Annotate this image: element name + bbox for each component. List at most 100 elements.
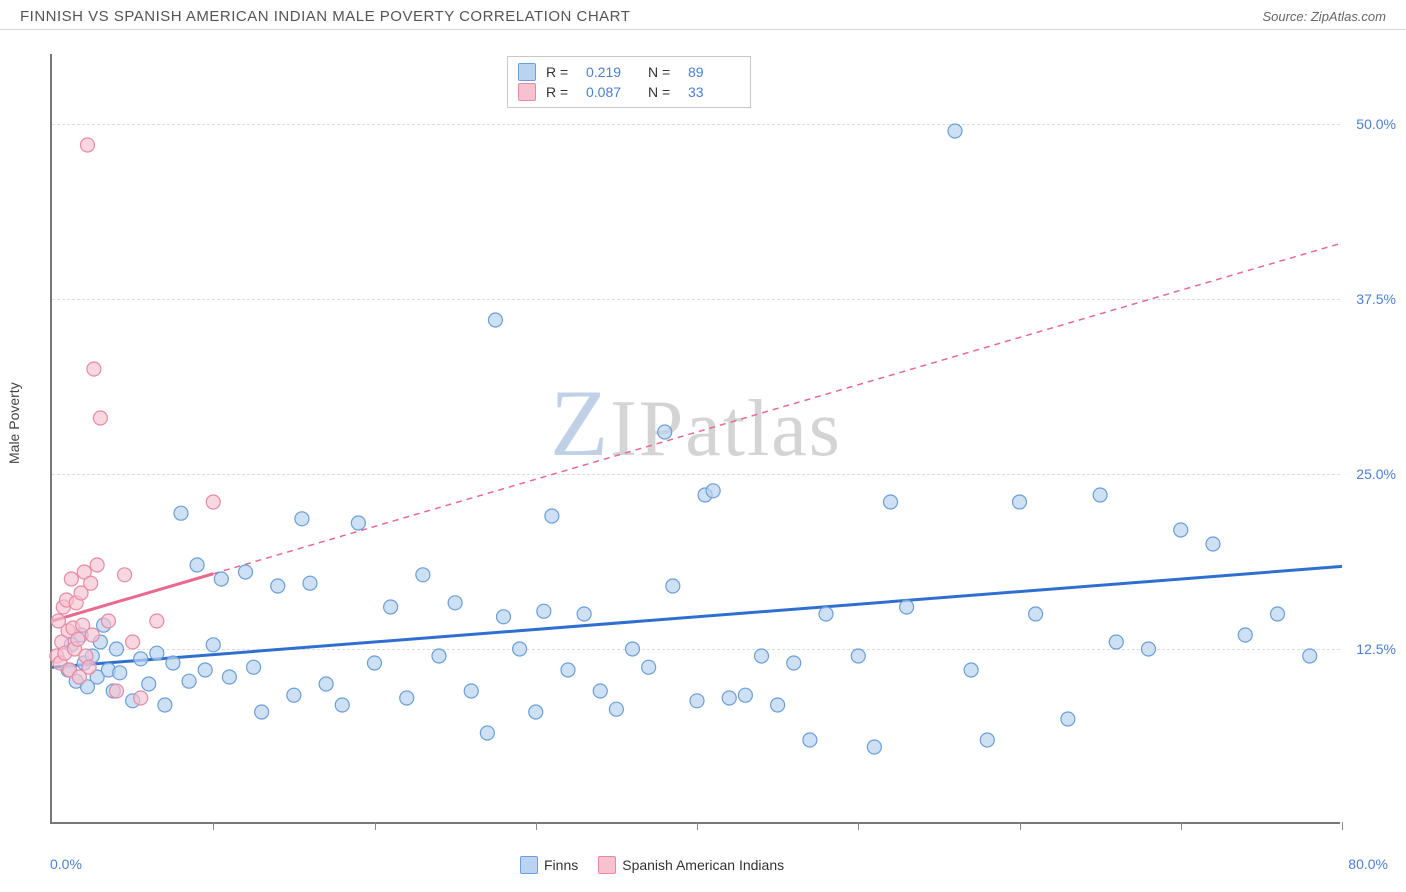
data-point (803, 733, 817, 747)
data-point (666, 579, 680, 593)
data-point (80, 138, 94, 152)
data-point (247, 660, 261, 674)
data-point (182, 674, 196, 688)
legend-swatch (518, 63, 536, 81)
data-point (488, 313, 502, 327)
data-point (400, 691, 414, 705)
data-point (561, 663, 575, 677)
y-axis-label: Male Poverty (6, 382, 22, 464)
data-point (174, 506, 188, 520)
data-point (150, 614, 164, 628)
data-point (214, 572, 228, 586)
n-value: 33 (688, 84, 740, 100)
series-name: Finns (544, 857, 578, 873)
data-point (771, 698, 785, 712)
data-point (658, 425, 672, 439)
plot-svg (52, 54, 1340, 822)
data-point (82, 660, 96, 674)
series-legend-item: Finns (520, 856, 578, 874)
plot-region: ZIPatlas R =0.219N =89R =0.087N =33 12.5… (50, 54, 1340, 824)
data-point (255, 705, 269, 719)
r-label: R = (546, 84, 576, 100)
series-name: Spanish American Indians (622, 857, 784, 873)
y-tick-label: 12.5% (1356, 641, 1396, 657)
data-point (964, 663, 978, 677)
data-point (1142, 642, 1156, 656)
data-point (110, 684, 124, 698)
x-tick (1181, 822, 1182, 830)
data-point (287, 688, 301, 702)
data-point (222, 670, 236, 684)
chart-title: FINNISH VS SPANISH AMERICAN INDIAN MALE … (20, 8, 630, 25)
data-point (448, 596, 462, 610)
data-point (335, 698, 349, 712)
data-point (706, 484, 720, 498)
legend-row: R =0.219N =89 (518, 63, 740, 81)
data-point (351, 516, 365, 530)
n-label: N = (648, 64, 678, 80)
data-point (166, 656, 180, 670)
data-point (722, 691, 736, 705)
data-point (1109, 635, 1123, 649)
data-point (529, 705, 543, 719)
r-label: R = (546, 64, 576, 80)
data-point (85, 628, 99, 642)
data-point (150, 646, 164, 660)
x-tick (697, 822, 698, 830)
data-point (134, 691, 148, 705)
series-legend-item: Spanish American Indians (598, 856, 784, 874)
data-point (84, 576, 98, 590)
legend-swatch (518, 83, 536, 101)
data-point (368, 656, 382, 670)
data-point (126, 635, 140, 649)
data-point (101, 614, 115, 628)
x-axis-min-label: 0.0% (50, 856, 82, 872)
y-tick-label: 37.5% (1356, 291, 1396, 307)
data-point (93, 411, 107, 425)
data-point (432, 649, 446, 663)
data-point (1271, 607, 1285, 621)
data-point (545, 509, 559, 523)
legend-row: R =0.087N =33 (518, 83, 740, 101)
data-point (134, 652, 148, 666)
x-axis-max-label: 80.0% (1348, 856, 1388, 872)
data-point (900, 600, 914, 614)
data-point (867, 740, 881, 754)
data-point (295, 512, 309, 526)
series-legend: Finns Spanish American Indians (520, 856, 784, 874)
data-point (118, 568, 132, 582)
data-point (206, 638, 220, 652)
data-point (480, 726, 494, 740)
data-point (642, 660, 656, 674)
data-point (303, 576, 317, 590)
source-name: ZipAtlas.com (1311, 9, 1386, 24)
data-point (755, 649, 769, 663)
data-point (1013, 495, 1027, 509)
data-point (1303, 649, 1317, 663)
data-point (513, 642, 527, 656)
x-tick (213, 822, 214, 830)
data-point (626, 642, 640, 656)
x-tick (1020, 822, 1021, 830)
r-value: 0.087 (586, 84, 638, 100)
data-point (90, 558, 104, 572)
x-tick (1342, 822, 1343, 830)
data-point (71, 632, 85, 646)
y-tick-label: 25.0% (1356, 466, 1396, 482)
data-point (464, 684, 478, 698)
legend-swatch (598, 856, 616, 874)
data-point (537, 604, 551, 618)
data-point (206, 495, 220, 509)
legend-swatch (520, 856, 538, 874)
data-point (142, 677, 156, 691)
data-point (497, 610, 511, 624)
data-point (384, 600, 398, 614)
data-point (1238, 628, 1252, 642)
data-point (416, 568, 430, 582)
data-point (577, 607, 591, 621)
source-prefix: Source: (1262, 9, 1310, 24)
data-point (113, 666, 127, 680)
r-value: 0.219 (586, 64, 638, 80)
data-point (239, 565, 253, 579)
data-point (609, 702, 623, 716)
